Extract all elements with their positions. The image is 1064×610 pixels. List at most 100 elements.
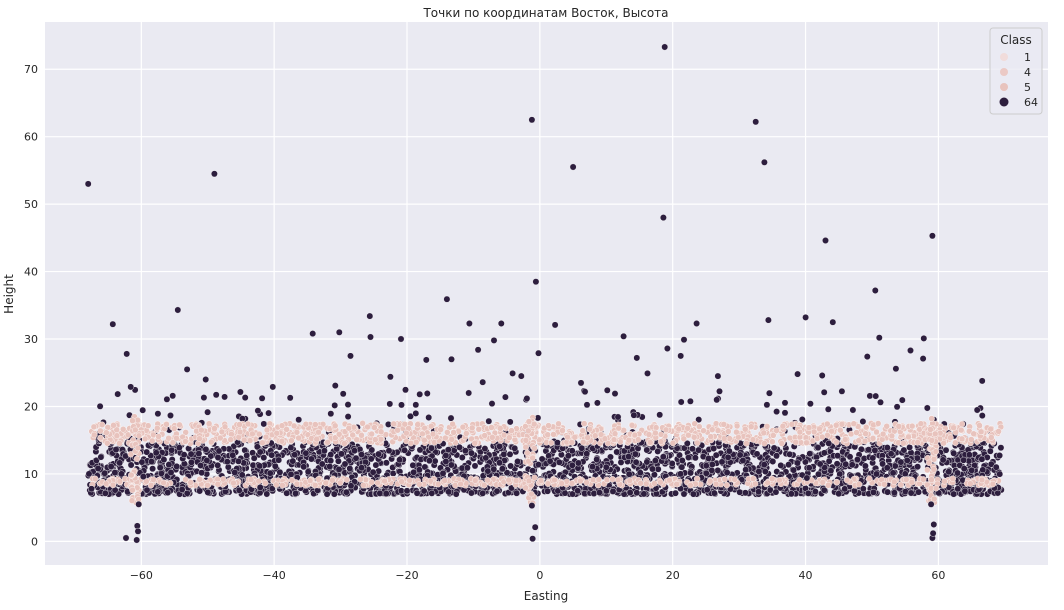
class-64-outlier (134, 527, 142, 535)
data-points (84, 43, 1005, 544)
class-5-point (669, 439, 677, 447)
class-64-point (581, 388, 589, 396)
class-64-point (950, 490, 958, 498)
class-64-point (786, 450, 794, 458)
class-64-point (344, 401, 352, 408)
class-64-point (300, 463, 308, 471)
class-5-point (204, 482, 211, 489)
class-64-outlier (497, 320, 505, 327)
class-5-point (170, 425, 178, 432)
class-5-point (631, 431, 639, 439)
class-64-outlier (802, 313, 809, 321)
class-5-point (217, 434, 224, 442)
class-64-outlier (88, 485, 95, 493)
class-5-point (843, 477, 851, 484)
x-tick-label: 20 (666, 569, 680, 582)
class-64-point (544, 487, 551, 495)
class-5-point (770, 432, 777, 439)
class-5-point (580, 439, 587, 446)
class-64-outlier (829, 318, 837, 326)
class-5-point (548, 439, 555, 447)
class-64-point (742, 466, 750, 474)
class-64-point (338, 450, 345, 458)
class-64-outlier (535, 349, 542, 357)
class-64-point (968, 466, 976, 474)
class-64-point (568, 461, 576, 469)
class-5-point (645, 431, 653, 438)
class-5-point (537, 477, 545, 484)
class-5-point (988, 434, 995, 441)
class-5-point (227, 436, 234, 443)
class-64-outlier (123, 350, 131, 358)
class-64-point (725, 447, 733, 455)
class-64-point (617, 458, 625, 466)
class-5-point (104, 424, 112, 431)
class-64-point (683, 439, 691, 447)
class-64-point (713, 396, 721, 404)
class-5-point (360, 482, 367, 489)
class-5-point (657, 431, 665, 438)
class-64-point (960, 456, 967, 464)
class-5-point (952, 439, 959, 446)
class-64-point (820, 449, 828, 457)
class-5-point (568, 439, 575, 446)
class-5-point (132, 426, 139, 434)
class-64-point (286, 394, 294, 402)
class-64-point (677, 470, 684, 478)
class-5-point (90, 431, 98, 439)
class-64-point (854, 456, 861, 463)
class-64-point (386, 400, 394, 408)
class-64-point (471, 462, 479, 470)
class-5-point (909, 422, 916, 430)
class-5-point (247, 476, 255, 483)
class-64-point (685, 454, 692, 461)
class-5-point (680, 435, 687, 442)
class-64-outlier (930, 521, 938, 528)
class-5-point (353, 436, 360, 443)
class-64-point (198, 469, 206, 477)
class-64-point (907, 489, 915, 497)
class-64-point (85, 470, 93, 478)
class-5-point (288, 477, 296, 484)
class-5-point (776, 477, 783, 484)
class-5-point (635, 436, 642, 443)
class-64-outlier (661, 43, 669, 51)
class-5-point (313, 435, 320, 443)
class-64-point (574, 487, 582, 495)
class-64-point (898, 396, 906, 404)
class-64-point (334, 457, 342, 465)
class-5-point (133, 455, 141, 463)
class-64-point (781, 409, 789, 417)
class-5-point (336, 431, 343, 438)
class-64-point (352, 454, 360, 462)
class-64-point (611, 390, 619, 397)
class-64-point (253, 443, 261, 451)
class-64-point (997, 444, 1005, 452)
class-5-point (760, 429, 767, 437)
class-64-outlier (693, 320, 700, 327)
class-5-point (359, 420, 366, 427)
class-5-point (637, 480, 644, 487)
class-5-point (398, 478, 405, 485)
class-64-point (630, 411, 638, 419)
class-64-point (97, 453, 105, 461)
legend-marker-5 (1000, 83, 1008, 91)
class-64-point (289, 457, 297, 465)
class-64-point (260, 454, 268, 461)
class-5-point (450, 429, 457, 436)
class-64-point (178, 486, 186, 493)
class-64-outlier (803, 474, 811, 482)
class-64-point (773, 408, 780, 415)
class-64-outlier (818, 372, 826, 379)
class-5-point (357, 476, 364, 483)
class-64-point (593, 456, 601, 463)
class-64-point (398, 401, 405, 409)
class-64-outlier (903, 456, 911, 464)
class-64-point (625, 453, 632, 460)
class-64-outlier (644, 369, 651, 377)
class-5-point (967, 480, 974, 487)
class-5-point (160, 479, 167, 487)
class-5-point (837, 427, 844, 434)
legend-title: Class (1000, 33, 1032, 47)
class-5-point (372, 436, 379, 443)
